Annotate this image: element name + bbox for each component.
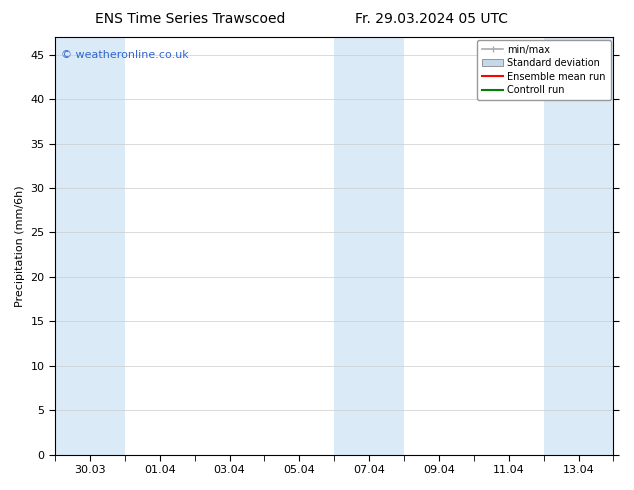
Legend: min/max, Standard deviation, Ensemble mean run, Controll run: min/max, Standard deviation, Ensemble me… [477,40,611,100]
Bar [334,37,404,455]
Bar [55,37,125,455]
Text: ENS Time Series Trawscoed: ENS Time Series Trawscoed [95,12,285,26]
Bar [543,37,614,455]
Y-axis label: Precipitation (mm/6h): Precipitation (mm/6h) [15,185,25,307]
Text: © weatheronline.co.uk: © weatheronline.co.uk [61,49,188,60]
Text: Fr. 29.03.2024 05 UTC: Fr. 29.03.2024 05 UTC [354,12,508,26]
